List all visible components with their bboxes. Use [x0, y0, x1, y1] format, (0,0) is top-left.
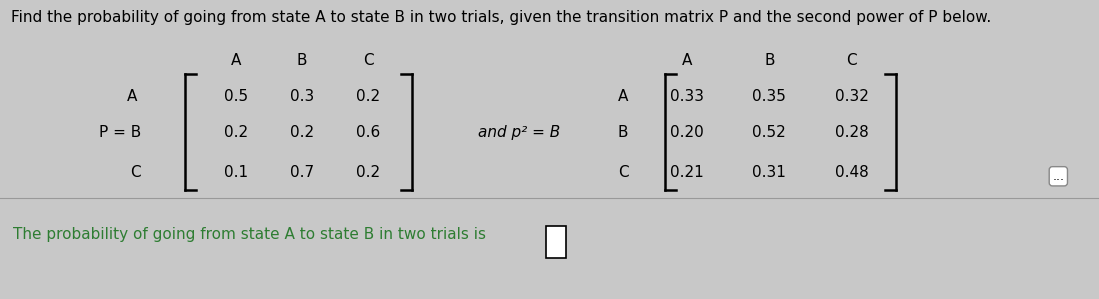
Text: P = B: P = B — [99, 125, 141, 140]
Text: A: A — [126, 89, 136, 104]
Text: 0.6: 0.6 — [356, 125, 380, 140]
Text: A: A — [618, 89, 628, 104]
Text: ...: ... — [1053, 170, 1064, 183]
Text: 0.3: 0.3 — [290, 89, 314, 104]
Text: 0.31: 0.31 — [753, 165, 786, 180]
Text: 0.52: 0.52 — [753, 125, 786, 140]
Text: 0.35: 0.35 — [753, 89, 786, 104]
Text: 0.20: 0.20 — [670, 125, 703, 140]
Bar — [546, 226, 566, 257]
Text: B: B — [764, 53, 775, 68]
Text: 0.2: 0.2 — [356, 165, 380, 180]
Text: 0.1: 0.1 — [224, 165, 248, 180]
Text: B: B — [297, 53, 308, 68]
Text: C: C — [130, 165, 141, 180]
Text: 0.2: 0.2 — [290, 125, 314, 140]
Text: 0.7: 0.7 — [290, 165, 314, 180]
Text: 0.21: 0.21 — [670, 165, 703, 180]
Text: 0.32: 0.32 — [835, 89, 868, 104]
Text: C: C — [363, 53, 374, 68]
Text: and p² = B: and p² = B — [478, 125, 560, 140]
Text: C: C — [846, 53, 857, 68]
Text: The probability of going from state A to state B in two trials is: The probability of going from state A to… — [13, 227, 486, 242]
Text: A: A — [231, 53, 242, 68]
Text: Find the probability of going from state A to state B in two trials, given the t: Find the probability of going from state… — [11, 10, 991, 25]
Text: A: A — [681, 53, 692, 68]
Text: 0.28: 0.28 — [835, 125, 868, 140]
Text: 0.33: 0.33 — [670, 89, 703, 104]
Text: C: C — [618, 165, 629, 180]
Text: 0.48: 0.48 — [835, 165, 868, 180]
Text: 0.2: 0.2 — [356, 89, 380, 104]
Text: 0.5: 0.5 — [224, 89, 248, 104]
Text: B: B — [618, 125, 629, 140]
Text: 0.2: 0.2 — [224, 125, 248, 140]
